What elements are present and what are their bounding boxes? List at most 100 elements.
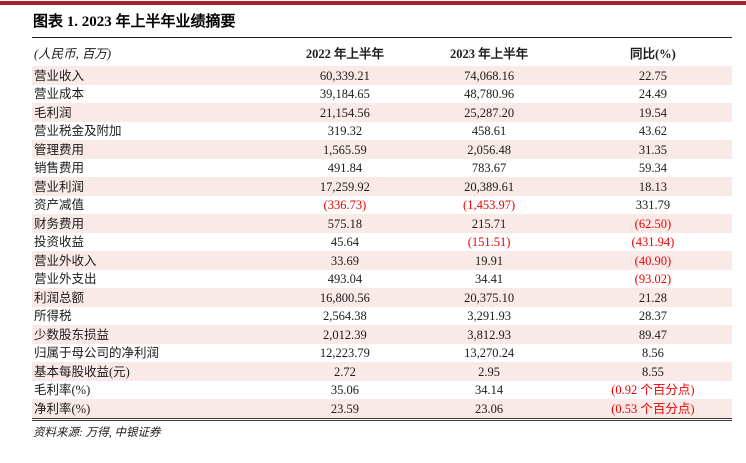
column-header-unit: (人民币, 百万) <box>34 47 112 61</box>
row-label: 毛利率(%) <box>34 383 91 397</box>
row-label: 净利率(%) <box>34 401 91 416</box>
value-2023h1: (151.51) <box>467 235 511 249</box>
table-row: 所得税 2,564.38 3,291.93 28.37 <box>32 307 732 326</box>
value-2023h1: 2,056.48 <box>467 142 511 157</box>
top-accent-bar <box>0 1 746 5</box>
value-2023h1: 2.95 <box>478 364 501 379</box>
row-label: 营业成本 <box>34 87 85 101</box>
value-2022h1: 33.69 <box>330 253 359 268</box>
column-header-yoy: 同比(%) <box>629 47 676 61</box>
source-note: 资料来源: 万得, 中银证券 <box>33 426 161 439</box>
value-2023h1: 74,068.16 <box>464 68 515 83</box>
row-label: 所得税 <box>34 309 72 323</box>
value-yoy: 59.34 <box>638 161 667 175</box>
value-2022h1: 21,154.56 <box>319 105 370 120</box>
value-yoy: 18.13 <box>638 179 667 194</box>
value-2022h1: 319.32 <box>327 124 363 138</box>
value-yoy: 21.28 <box>638 290 667 305</box>
table-row: 销售费用 491.84 783.67 59.34 <box>32 159 732 178</box>
row-label: 销售费用 <box>34 161 85 175</box>
table-row: 利润总额 16,800.56 20,375.10 21.28 <box>32 288 732 307</box>
table-row: 资产减值 (336.73) (1,453.97) 331.79 <box>32 196 732 215</box>
value-2022h1: 575.18 <box>327 216 363 231</box>
value-2022h1: 16,800.56 <box>319 290 370 305</box>
value-2022h1: 17,259.92 <box>319 179 370 194</box>
row-label: 营业外收入 <box>34 253 97 268</box>
row-label: 资产减值 <box>34 198 85 212</box>
value-yoy: 28.37 <box>638 309 667 323</box>
value-2023h1: 48,780.96 <box>464 87 515 101</box>
table-row: 营业收入 60,339.21 74,068.16 22.75 <box>32 66 732 85</box>
row-label: 归属于母公司的净利润 <box>34 346 160 360</box>
value-2023h1: 23.06 <box>475 401 504 416</box>
value-yoy: (0.92 个百分点) <box>611 383 695 397</box>
value-2023h1: 34.14 <box>475 383 504 397</box>
row-label: 基本每股收益(元) <box>34 364 130 379</box>
value-yoy: 24.49 <box>638 87 667 101</box>
value-2023h1: 3,291.93 <box>467 309 511 323</box>
value-2022h1: 2,564.38 <box>323 309 367 323</box>
table-row: 营业外收入 33.69 19.91 (40.90) <box>32 251 732 270</box>
value-2023h1: 20,375.10 <box>464 290 515 305</box>
value-2023h1: (1,453.97) <box>463 198 516 212</box>
value-yoy: 89.47 <box>638 327 667 342</box>
value-yoy: 43.62 <box>638 124 667 138</box>
value-2023h1: 34.41 <box>475 272 504 286</box>
table-row: 营业税金及附加 319.32 458.61 43.62 <box>32 122 732 141</box>
value-2023h1: 19.91 <box>475 253 504 268</box>
value-2023h1: 215.71 <box>471 216 507 231</box>
value-2022h1: 493.04 <box>327 272 363 286</box>
figure-title: 图表 1. 2023 年上半年业绩摘要 <box>33 14 236 30</box>
table-row: 基本每股收益(元) 2.72 2.95 8.55 <box>32 362 732 381</box>
value-2022h1: 45.64 <box>330 235 359 249</box>
value-yoy: (62.50) <box>634 216 672 231</box>
value-2022h1: 60,339.21 <box>319 68 370 83</box>
value-yoy: (431.94) <box>631 235 675 249</box>
table-row: 净利率(%) 23.59 23.06 (0.53 个百分点) <box>32 399 732 419</box>
row-label: 财务费用 <box>34 216 85 231</box>
value-2023h1: 20,389.61 <box>464 179 515 194</box>
table-row: 毛利润 21,154.56 25,287.20 19.54 <box>32 103 732 122</box>
value-yoy: 22.75 <box>638 68 667 83</box>
table-row: 归属于母公司的净利润 12,223.79 13,270.24 8.56 <box>32 344 732 363</box>
performance-summary-table: (人民币, 百万) 2022 年上半年 2023 年上半年 同比(%) 营业收入… <box>32 37 732 421</box>
value-2022h1: 12,223.79 <box>319 346 370 360</box>
value-2022h1: 23.59 <box>330 401 359 416</box>
value-2023h1: 13,270.24 <box>464 346 515 360</box>
figure-container: 图表 1. 2023 年上半年业绩摘要 (人民币, 百万) 2022 年上半年 … <box>32 13 732 441</box>
value-2023h1: 25,287.20 <box>464 105 515 120</box>
row-label: 利润总额 <box>34 290 85 305</box>
value-2022h1: 491.84 <box>327 161 363 175</box>
value-yoy: 331.79 <box>635 198 671 212</box>
table-row: 少数股东损益 2,012.39 3,812.93 89.47 <box>32 325 732 344</box>
table-row: 毛利率(%) 35.06 34.14 (0.92 个百分点) <box>32 381 732 400</box>
row-label: 营业收入 <box>34 68 85 83</box>
value-2022h1: 2.72 <box>333 364 356 379</box>
table-row: 营业利润 17,259.92 20,389.61 18.13 <box>32 177 732 196</box>
value-yoy: 19.54 <box>638 105 667 120</box>
table-row: 投资收益 45.64 (151.51) (431.94) <box>32 233 732 252</box>
value-2022h1: 35.06 <box>330 383 359 397</box>
value-yoy: 8.56 <box>641 346 664 360</box>
header-row: (人民币, 百万) 2022 年上半年 2023 年上半年 同比(%) <box>32 38 732 67</box>
value-2023h1: 458.61 <box>471 124 507 138</box>
value-yoy: (40.90) <box>634 253 672 268</box>
value-2023h1: 783.67 <box>471 161 507 175</box>
value-yoy: 8.55 <box>641 364 664 379</box>
column-header-2022h1: 2022 年上半年 <box>305 47 384 61</box>
row-label: 营业利润 <box>34 179 85 194</box>
row-label: 毛利润 <box>34 105 72 120</box>
value-yoy: (93.02) <box>634 272 672 286</box>
table-row: 营业外支出 493.04 34.41 (93.02) <box>32 270 732 289</box>
row-label: 少数股东损益 <box>34 327 110 342</box>
value-2022h1: 1,565.59 <box>323 142 367 157</box>
table-row: 管理费用 1,565.59 2,056.48 31.35 <box>32 140 732 159</box>
value-2022h1: 39,184.65 <box>319 87 370 101</box>
row-label: 营业外支出 <box>34 272 97 286</box>
row-label: 投资收益 <box>34 235 85 249</box>
table-row: 营业成本 39,184.65 48,780.96 24.49 <box>32 85 732 104</box>
column-header-2023h1: 2023 年上半年 <box>450 47 529 61</box>
value-2023h1: 3,812.93 <box>467 327 511 342</box>
value-yoy: (0.53 个百分点) <box>611 401 695 416</box>
value-yoy: 31.35 <box>638 142 667 157</box>
